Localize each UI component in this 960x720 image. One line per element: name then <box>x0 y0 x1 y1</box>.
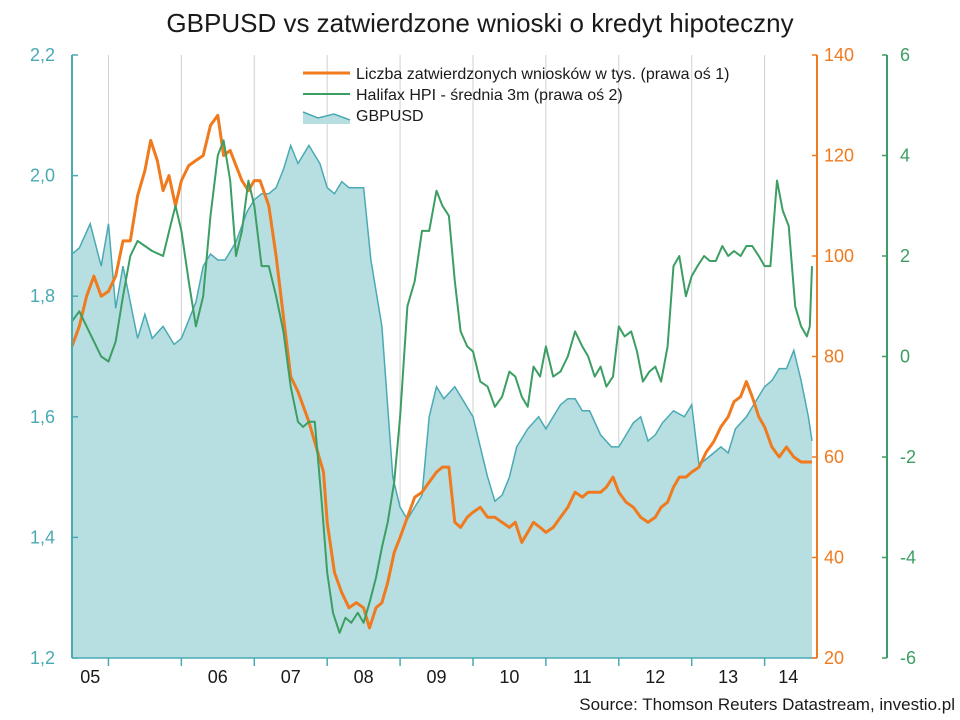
chart-title: GBPUSD vs zatwierdzone wnioski o kredyt … <box>166 8 793 38</box>
x-tick-label: 07 <box>281 667 301 687</box>
tick-label-right1: 100 <box>824 246 854 266</box>
series-layer <box>70 113 813 658</box>
tick-label-right2: -4 <box>900 548 916 568</box>
x-tick-label: 08 <box>354 667 374 687</box>
x-tick-label: 12 <box>645 667 665 687</box>
x-tick-label: 05 <box>80 667 100 687</box>
x-tick-label: 09 <box>427 667 447 687</box>
ticks: 1,21,41,61,82,02,220406080100120140-6-4-… <box>30 45 916 687</box>
legend-swatch-gbpusd-edge <box>302 111 351 121</box>
tick-label-right1: 40 <box>824 548 844 568</box>
tick-label-left: 2,0 <box>30 166 55 186</box>
x-tick-label: 10 <box>499 667 519 687</box>
legend-label-gbpusd: GBPUSD <box>356 108 424 125</box>
tick-label-right2: -2 <box>900 447 916 467</box>
tick-label-left: 1,4 <box>30 527 55 547</box>
legend: Liczba zatwierdzonych wniosków w tys. (p… <box>302 66 729 125</box>
x-tick-label: 13 <box>718 667 738 687</box>
tick-label-left: 1,6 <box>30 407 55 427</box>
series-line-gbpusd <box>71 143 813 521</box>
legend-label-hpi: Halifax HPI - średnia 3m (prawa oś 2) <box>356 87 623 104</box>
series-area-gbpusd <box>72 145 812 658</box>
x-tick-label: 06 <box>208 667 228 687</box>
tick-label-right2: 6 <box>900 45 910 65</box>
tick-label-right2: -6 <box>900 648 916 668</box>
legend-swatch-gbpusd <box>303 112 350 124</box>
tick-label-right1: 60 <box>824 447 844 467</box>
x-tick-label: 14 <box>778 667 798 687</box>
tick-label-right1: 140 <box>824 45 854 65</box>
tick-label-left: 2,2 <box>30 45 55 65</box>
series-line-mortgage-approvals <box>70 113 812 630</box>
tick-label-right2: 4 <box>900 146 910 166</box>
tick-label-right2: 0 <box>900 347 910 367</box>
tick-label-right1: 20 <box>824 648 844 668</box>
series-line-halifax-hpi <box>71 139 813 634</box>
tick-label-right1: 120 <box>824 146 854 166</box>
x-tick-label: 11 <box>573 667 592 687</box>
legend-label-orders: Liczba zatwierdzonych wniosków w tys. (p… <box>356 66 729 83</box>
tick-label-right2: 2 <box>900 246 910 266</box>
tick-label-right1: 80 <box>824 347 844 367</box>
tick-label-left: 1,8 <box>30 286 55 306</box>
source-note: Source: Thomson Reuters Datastream, inve… <box>579 695 955 714</box>
tick-label-left: 1,2 <box>30 648 55 668</box>
